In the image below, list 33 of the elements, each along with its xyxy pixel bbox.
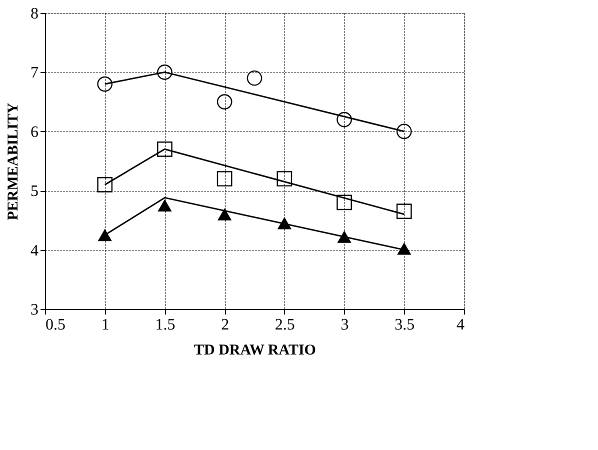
point xyxy=(246,70,262,86)
y-axis-title: PERMEABILITY xyxy=(6,102,22,220)
point xyxy=(396,124,412,140)
y-tick-label: 5 xyxy=(30,183,38,200)
x-tick-label: 3.5 xyxy=(394,316,415,334)
x-tick-label: 4 xyxy=(456,316,464,334)
point xyxy=(276,171,292,186)
point xyxy=(277,217,292,230)
x-tick-label: 2.5 xyxy=(274,316,295,334)
point xyxy=(397,242,412,255)
point xyxy=(157,141,172,157)
point xyxy=(336,112,352,128)
y-tick-label: 3 xyxy=(30,302,38,318)
y-tick-label: 6 xyxy=(30,124,38,141)
x-tick-label: 1 xyxy=(101,316,110,334)
point xyxy=(97,76,113,92)
point xyxy=(396,204,412,219)
x-tick-label: 1.5 xyxy=(155,316,176,334)
y-tick-label: 8 xyxy=(30,6,38,22)
point xyxy=(98,228,112,242)
x-tick-label: 2 xyxy=(221,316,230,334)
point xyxy=(218,208,232,220)
x-tick-label: 0.5 xyxy=(46,316,66,334)
point xyxy=(157,64,172,80)
x-tick-label: 3 xyxy=(340,316,349,334)
point xyxy=(216,94,232,110)
y-tick-label: 7 xyxy=(30,64,38,82)
point xyxy=(336,194,352,210)
x-axis-title: TD DRAW RATIO xyxy=(194,342,316,358)
point xyxy=(158,199,172,212)
point xyxy=(97,177,113,192)
point xyxy=(216,171,232,186)
y-tick-label: 4 xyxy=(30,242,38,260)
